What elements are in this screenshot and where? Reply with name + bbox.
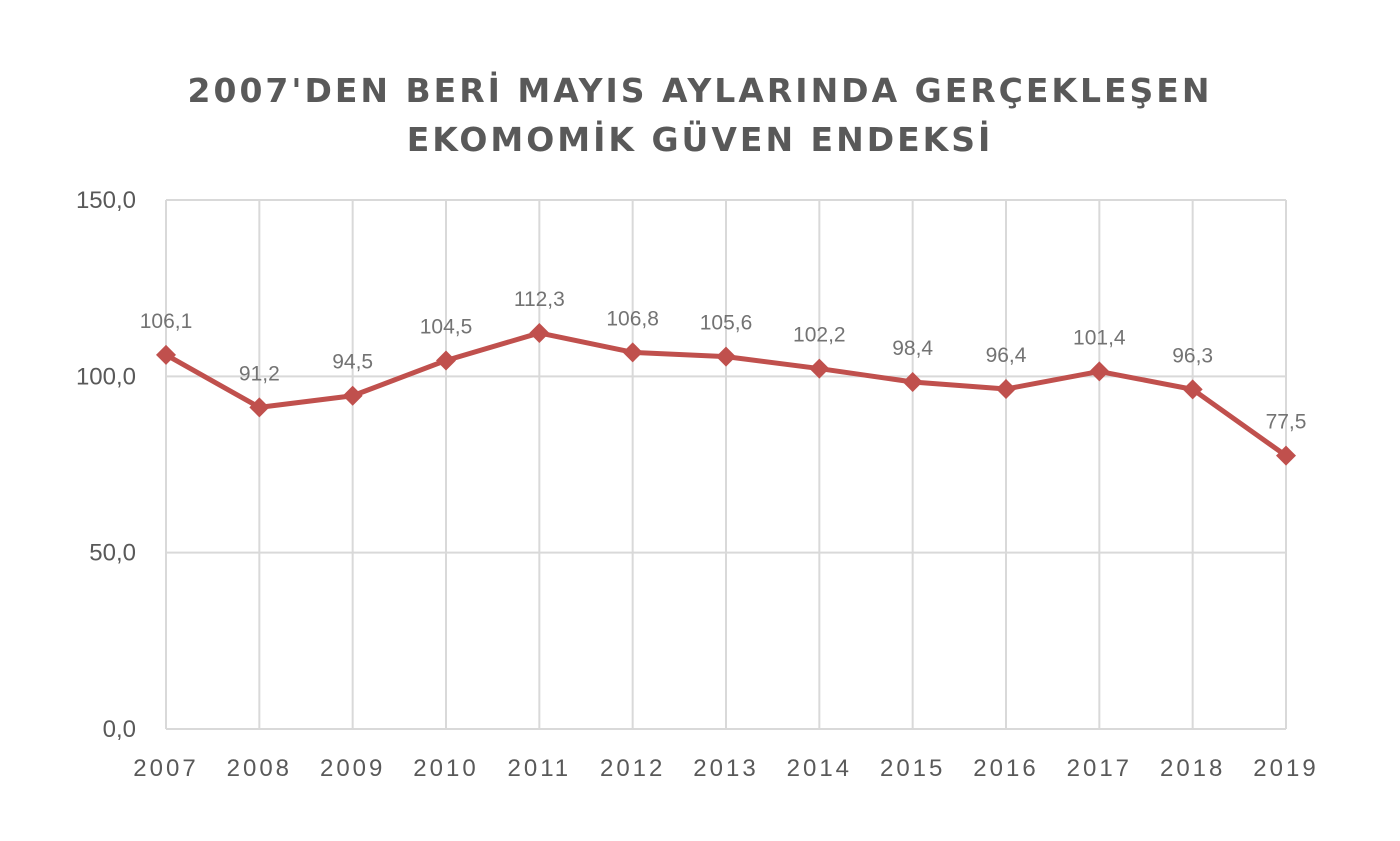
x-tick-label: 2007 <box>133 755 198 782</box>
x-axis-ticks: 2007 2008 2009 2010 2011 2012 2013 2014 2015 2016… <box>133 755 1318 782</box>
x-tick-label: 2011 <box>508 755 572 782</box>
x-tick-label: 2013 <box>693 755 758 782</box>
data-label: 104,5 <box>420 315 473 338</box>
data-label: 91,2 <box>239 362 280 385</box>
x-tick-label: 2016 <box>973 755 1038 782</box>
x-tick-label: 2008 <box>227 755 292 782</box>
grid-layer <box>165 199 1287 730</box>
chart-title-line-1: 2007'DEN BERİ MAYIS AYLARINDA GERÇEKLEŞE… <box>188 70 1213 110</box>
data-label: 77,5 <box>1266 411 1307 434</box>
y-axis-ticks: 0,0 50,0 100,0 150,0 <box>76 187 136 743</box>
data-point <box>156 344 176 365</box>
data-point <box>902 371 923 392</box>
data-label: 106,1 <box>140 310 193 333</box>
x-tick-label: 2012 <box>600 755 665 782</box>
data-labels: 106,1 91,2 94,5 104,5 112,3 106,8 105,6 102,2 98… <box>140 288 1307 434</box>
data-label: 106,8 <box>606 307 659 330</box>
series-layer <box>156 322 1296 466</box>
data-label: 105,6 <box>700 312 753 335</box>
y-tick-label: 0,0 <box>103 716 136 743</box>
data-label: 94,5 <box>332 351 373 374</box>
y-tick-label: 50,0 <box>89 540 136 567</box>
x-tick-label: 2015 <box>880 755 945 782</box>
data-point <box>342 385 363 406</box>
x-tick-label: 2009 <box>320 755 385 782</box>
data-point <box>809 358 830 379</box>
data-point <box>1276 445 1296 466</box>
x-tick-label: 2017 <box>1067 755 1132 782</box>
data-label: 102,2 <box>793 324 846 347</box>
chart-title-line-2: EKOMOMİK GÜVEN ENDEKSİ <box>407 119 994 159</box>
data-point <box>716 346 736 367</box>
data-point <box>436 350 456 371</box>
data-point <box>622 342 643 363</box>
data-point <box>996 379 1016 400</box>
data-point <box>1089 361 1110 382</box>
x-tick-label: 2014 <box>787 755 852 782</box>
y-tick-label: 150,0 <box>76 187 136 214</box>
data-label: 98,4 <box>892 337 933 360</box>
x-tick-label: 2010 <box>413 755 478 782</box>
data-label: 96,4 <box>986 344 1027 367</box>
data-label: 96,3 <box>1172 344 1213 367</box>
data-point <box>1182 379 1203 400</box>
y-tick-label: 100,0 <box>76 363 136 390</box>
x-tick-label: 2019 <box>1253 755 1318 782</box>
data-label: 101,4 <box>1073 326 1126 349</box>
data-point <box>529 322 550 343</box>
x-tick-label: 2018 <box>1160 755 1225 782</box>
data-point <box>249 397 270 418</box>
data-label: 112,3 <box>514 288 565 311</box>
